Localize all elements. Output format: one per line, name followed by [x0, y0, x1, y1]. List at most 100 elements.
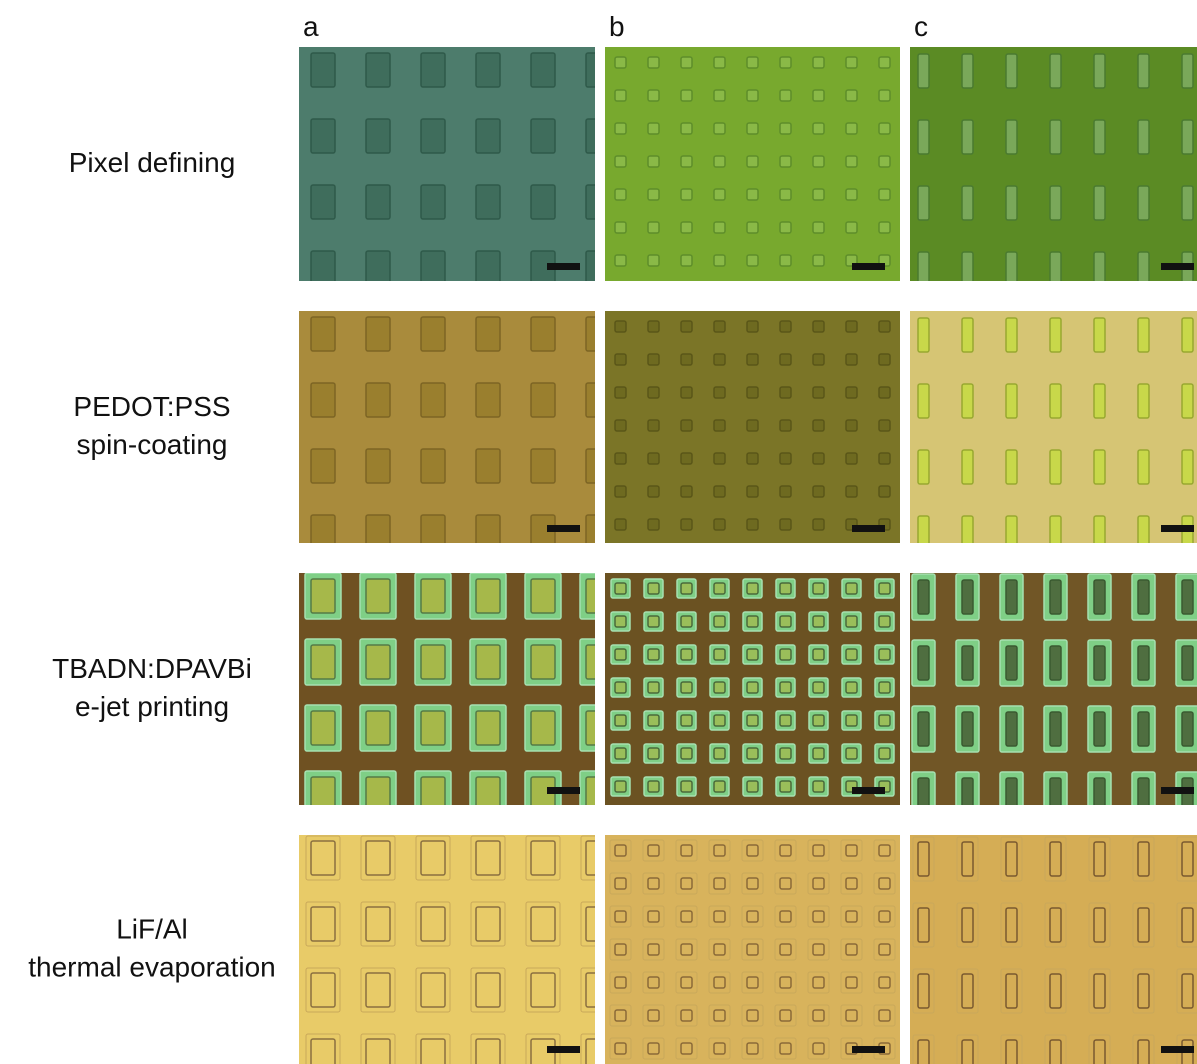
pixel [648, 682, 659, 693]
pixel [780, 90, 791, 101]
pixel [846, 189, 857, 200]
pixel [648, 387, 659, 398]
pixel [780, 682, 791, 693]
pixel [681, 222, 692, 233]
pixel [476, 119, 500, 153]
pixel [813, 486, 824, 497]
pixel [846, 649, 857, 660]
pixel [1050, 384, 1061, 418]
scale-bar [1161, 525, 1194, 532]
pixel [879, 649, 890, 660]
pixel [879, 57, 890, 68]
pixel [714, 57, 725, 68]
pixel [813, 255, 824, 266]
pixel [1006, 778, 1017, 812]
pixel [681, 453, 692, 464]
pixel [879, 321, 890, 332]
pixel [648, 583, 659, 594]
pixel [1094, 318, 1105, 352]
pixel [366, 777, 390, 811]
row-label: spin-coating [77, 429, 228, 460]
pixel [421, 119, 445, 153]
pixel [615, 748, 626, 759]
pixel [813, 715, 824, 726]
pixel [615, 90, 626, 101]
pixel [747, 715, 758, 726]
pixel [962, 450, 973, 484]
pixel [531, 711, 555, 745]
pixel [311, 185, 335, 219]
pixel [648, 616, 659, 627]
pixel [1138, 252, 1149, 286]
row-label: PEDOT:PSS [73, 391, 230, 422]
pixel [918, 384, 929, 418]
micrograph [605, 47, 900, 281]
pixel [747, 616, 758, 627]
pixel [681, 420, 692, 431]
pixel [1050, 252, 1061, 286]
pixel [615, 123, 626, 134]
pixel [714, 255, 725, 266]
pixel [846, 616, 857, 627]
pixel [615, 387, 626, 398]
pixel [962, 384, 973, 418]
pixel [1006, 580, 1017, 614]
pixel [615, 255, 626, 266]
pixel [421, 515, 445, 549]
pixel [846, 321, 857, 332]
pixel [615, 486, 626, 497]
pixel [681, 255, 692, 266]
pixel [962, 252, 973, 286]
pixel [962, 318, 973, 352]
pixel [421, 777, 445, 811]
pixel [1006, 318, 1017, 352]
pixel [681, 123, 692, 134]
pixel [879, 354, 890, 365]
pixel [476, 449, 500, 483]
pixel [714, 682, 725, 693]
pixel [1050, 516, 1061, 550]
row-label: LiF/Al [116, 914, 188, 945]
pixel [311, 119, 335, 153]
pixel [747, 519, 758, 530]
pixel [1138, 384, 1149, 418]
pixel [747, 354, 758, 365]
pixel [476, 53, 500, 87]
pixel [648, 123, 659, 134]
pixel [962, 646, 973, 680]
column-label: c [914, 11, 928, 42]
scale-bar [1161, 1046, 1194, 1053]
pixel [1094, 384, 1105, 418]
pixel [531, 645, 555, 679]
pixel [714, 616, 725, 627]
pixel [747, 748, 758, 759]
pixel [648, 189, 659, 200]
pixel [714, 715, 725, 726]
pixel [1050, 580, 1061, 614]
pixel [615, 321, 626, 332]
pixel [1050, 778, 1061, 812]
pixel [615, 156, 626, 167]
pixel [714, 748, 725, 759]
pixel [918, 54, 929, 88]
pixel [1182, 712, 1193, 746]
pixel [648, 156, 659, 167]
pixel [1138, 516, 1149, 550]
pixel [962, 54, 973, 88]
pixel [879, 486, 890, 497]
pixel [476, 515, 500, 549]
scale-bar [852, 263, 885, 270]
pixel [681, 387, 692, 398]
pixel [648, 519, 659, 530]
pixel [780, 354, 791, 365]
pixel [1138, 318, 1149, 352]
column-label: a [303, 11, 319, 42]
pixel [1094, 778, 1105, 812]
pixel [962, 778, 973, 812]
pixel [1138, 54, 1149, 88]
pixel [879, 453, 890, 464]
background [605, 835, 900, 1064]
pixel [311, 383, 335, 417]
pixel [366, 119, 390, 153]
pixel [615, 189, 626, 200]
